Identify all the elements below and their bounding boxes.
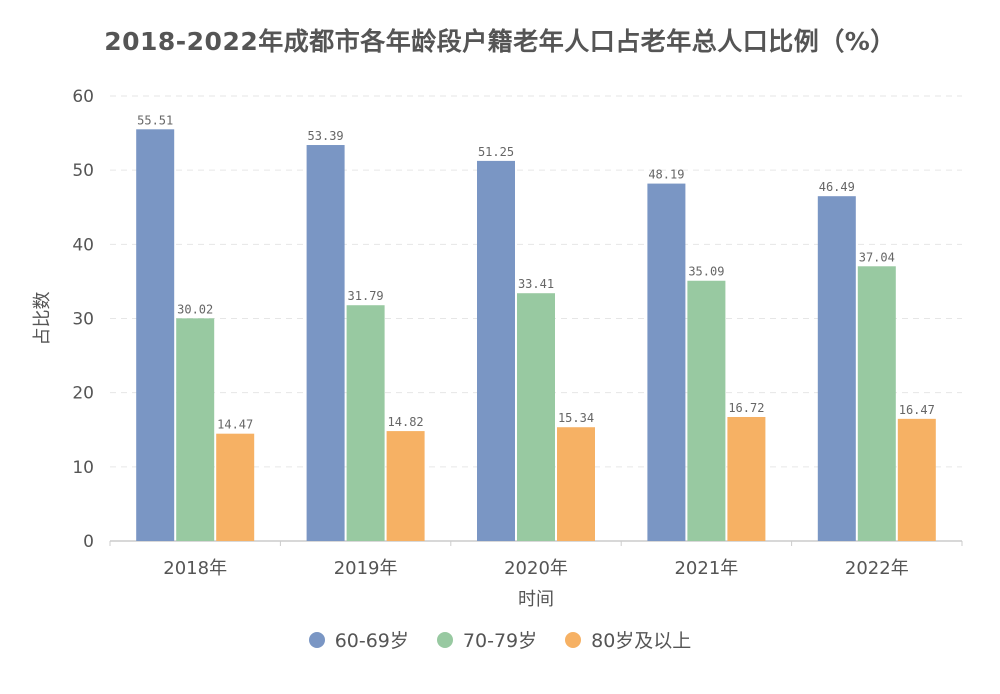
data-label: 35.09 xyxy=(688,265,724,279)
bar xyxy=(216,433,255,541)
x-axis-label: 时间 xyxy=(518,589,554,610)
bar xyxy=(176,318,215,541)
data-label: 16.47 xyxy=(899,403,935,417)
legend-label: 70-79岁 xyxy=(462,630,538,652)
data-label: 33.41 xyxy=(518,277,554,291)
bar xyxy=(517,293,555,541)
bar xyxy=(346,305,385,541)
bar xyxy=(477,160,515,542)
legend: 60-69岁 70-79岁 80岁及以上 xyxy=(0,626,1000,653)
bar xyxy=(306,145,345,541)
x-tick-label: 2018年 xyxy=(163,558,227,579)
legend-label: 80岁及以上 xyxy=(591,630,692,652)
data-label: 51.25 xyxy=(478,145,514,159)
legend-item-80-plus[interactable]: 80岁及以上 xyxy=(565,626,691,653)
data-label: 15.34 xyxy=(558,411,594,425)
data-label: 16.72 xyxy=(728,401,764,415)
data-label: 48.19 xyxy=(648,168,684,182)
legend-dot-icon xyxy=(565,631,582,648)
data-label: 30.02 xyxy=(177,302,213,316)
data-label: 31.79 xyxy=(348,289,384,303)
x-tick-label: 2019年 xyxy=(334,558,398,579)
data-label: 53.39 xyxy=(308,129,344,143)
bar xyxy=(386,431,425,541)
bar xyxy=(687,280,726,541)
y-axis-label: 占比数 xyxy=(32,292,53,346)
bar xyxy=(857,266,896,541)
legend-dot-icon xyxy=(308,631,325,648)
bar xyxy=(136,129,175,541)
legend-label: 60-69岁 xyxy=(334,630,409,652)
y-tick-label: 60 xyxy=(72,87,94,107)
x-tick-label: 2020年 xyxy=(504,558,568,579)
x-tick-label: 2022年 xyxy=(845,558,909,579)
data-label: 37.04 xyxy=(859,250,895,264)
x-tick-label: 2021年 xyxy=(674,558,738,579)
bar xyxy=(897,418,936,541)
legend-item-60-69[interactable]: 60-69岁 xyxy=(308,626,409,653)
legend-item-70-79[interactable]: 70-79岁 xyxy=(436,626,538,653)
data-label: 46.49 xyxy=(819,180,855,194)
y-tick-label: 40 xyxy=(72,235,94,255)
y-tick-label: 20 xyxy=(72,384,94,404)
bar xyxy=(557,427,595,541)
y-tick-label: 0 xyxy=(83,532,94,552)
data-label: 14.47 xyxy=(217,418,253,432)
chart-title: 2018-2022年成都市各年龄段户籍老年人口占老年总人口比例（%） xyxy=(104,27,896,56)
bar xyxy=(817,196,856,542)
y-tick-label: 30 xyxy=(72,310,94,330)
legend-dot-icon xyxy=(436,631,453,648)
data-label: 14.82 xyxy=(388,415,424,429)
bar xyxy=(647,183,686,542)
y-tick-label: 10 xyxy=(72,458,94,478)
y-tick-label: 50 xyxy=(72,161,94,181)
data-label: 55.51 xyxy=(137,113,173,127)
bar xyxy=(727,416,766,541)
